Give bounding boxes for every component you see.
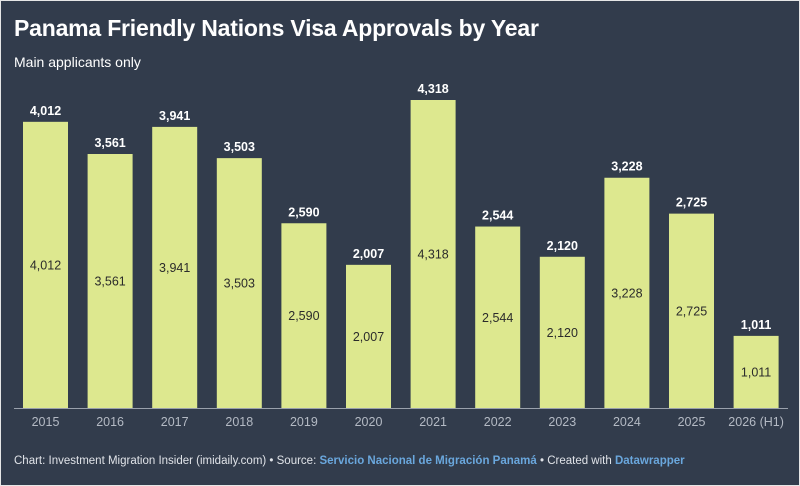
bar	[281, 223, 327, 408]
x-tick-label: 2015	[32, 415, 60, 429]
bar-inner-value-label: 3,561	[94, 274, 125, 288]
bar-inner-value-label: 3,503	[224, 277, 255, 291]
bar-chart: 4,012 4,012 2015 3,561 3,561 2016 3,941 3,941 20…	[14, 82, 788, 429]
bar-inner-value-label: 1,011	[741, 365, 771, 379]
x-tick-label: 2017	[161, 415, 189, 429]
bar	[539, 256, 585, 408]
footer-credit-text: Chart: Investment Migration Insider (imi…	[14, 455, 320, 467]
bar-value-label: 3,228	[611, 160, 642, 174]
x-tick-label: 2022	[484, 415, 512, 429]
bar	[410, 100, 456, 408]
bar	[475, 226, 521, 408]
x-tick-label: 2023	[548, 415, 576, 429]
footer-created-with-text: • Created with	[536, 455, 615, 467]
bar	[23, 121, 68, 408]
datawrapper-link[interactable]: Datawrapper	[614, 455, 685, 467]
bar-inner-value-label: 2,544	[482, 311, 513, 325]
x-tick-label: 2021	[419, 415, 447, 429]
x-tick-label: 2018	[225, 415, 253, 429]
bar-value-label: 4,318	[417, 82, 448, 96]
x-tick-label: 2026 (H1)	[728, 415, 784, 429]
chart-title: Panama Friendly Nations Visa Approvals b…	[14, 15, 539, 41]
x-tick-label: 2024	[613, 415, 641, 429]
bar-inner-value-label: 2,007	[353, 330, 384, 344]
bar-value-label: 4,012	[30, 104, 61, 118]
x-tick-label: 2025	[678, 415, 706, 429]
bar-inner-value-label: 4,012	[30, 258, 61, 272]
bar	[604, 177, 650, 408]
x-tick-label: 2020	[355, 415, 383, 429]
x-tick-label: 2019	[290, 415, 318, 429]
bar	[669, 213, 714, 408]
bar-value-label: 2,725	[676, 196, 707, 210]
bar-value-label: 2,544	[482, 209, 513, 223]
chart-footer: Chart: Investment Migration Insider (imi…	[14, 455, 685, 467]
bar-value-label: 2,590	[288, 205, 319, 219]
x-tick-label: 2016	[96, 415, 124, 429]
bar-inner-value-label: 3,228	[611, 286, 642, 300]
bar-inner-value-label: 4,318	[417, 248, 448, 262]
bar-inner-value-label: 3,941	[159, 261, 190, 275]
bar-value-label: 3,503	[224, 140, 255, 154]
bar-value-label: 3,561	[94, 136, 125, 150]
bar	[346, 264, 391, 408]
bar-value-label: 2,007	[353, 247, 384, 261]
bar-value-label: 3,941	[159, 109, 190, 123]
bar-inner-value-label: 2,120	[547, 326, 578, 340]
bar-value-label: 2,120	[547, 239, 578, 253]
bar	[216, 158, 262, 408]
bar-value-label: 1,011	[741, 318, 772, 332]
bar	[733, 335, 779, 408]
source-link[interactable]: Servicio Nacional de Migración Panamá	[319, 455, 537, 467]
bar	[152, 126, 198, 409]
bar-inner-value-label: 2,725	[676, 304, 707, 318]
bar	[87, 153, 133, 408]
bar-inner-value-label: 2,590	[288, 309, 319, 323]
chart-subtitle: Main applicants only	[14, 54, 141, 70]
